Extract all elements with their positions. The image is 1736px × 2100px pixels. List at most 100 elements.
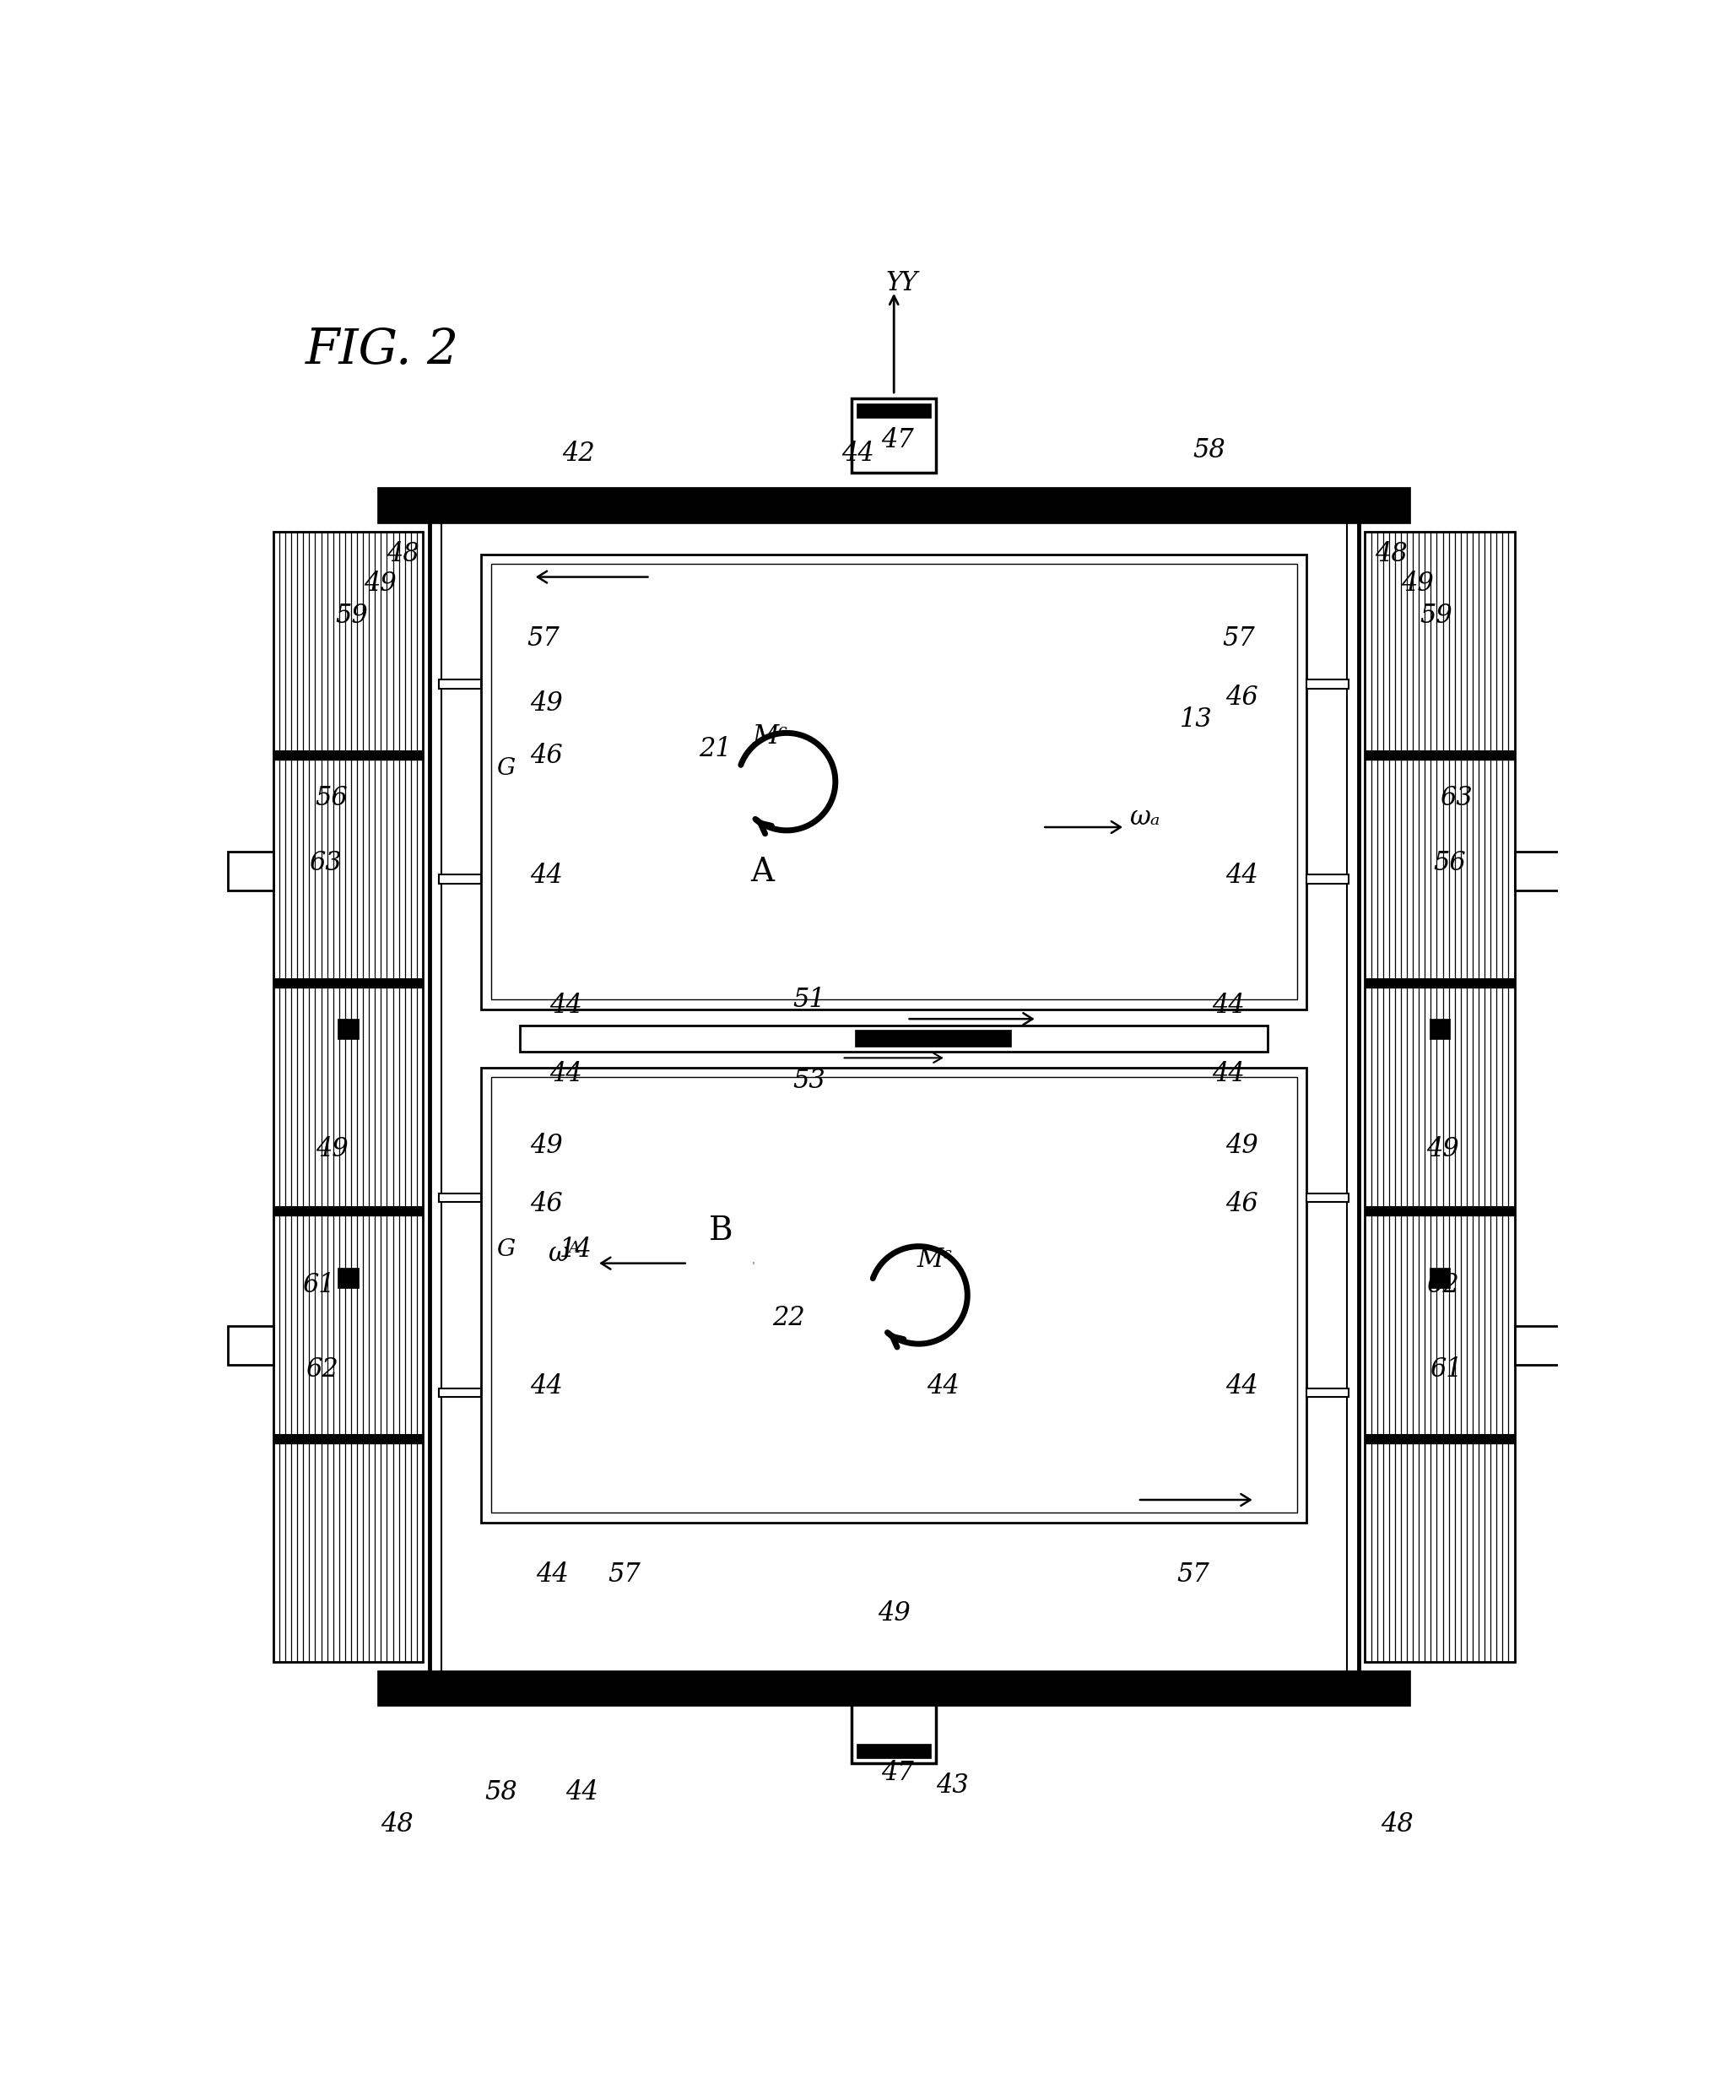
Text: 62: 62 (306, 1357, 339, 1384)
Text: 57: 57 (1222, 626, 1255, 651)
Text: G: G (496, 1239, 516, 1260)
Text: 47: 47 (880, 428, 913, 454)
Text: 44: 44 (1212, 993, 1245, 1018)
Text: 61: 61 (302, 1273, 335, 1298)
Bar (1514, 851, 1561, 890)
Bar (273, 979, 424, 987)
Text: 57: 57 (1177, 1562, 1210, 1588)
Text: 49: 49 (1226, 1132, 1259, 1159)
Text: 14: 14 (559, 1237, 592, 1262)
Text: 58: 58 (484, 1779, 517, 1806)
Text: 53: 53 (793, 1067, 826, 1094)
Text: 46: 46 (529, 1191, 562, 1218)
Text: 13: 13 (1180, 708, 1212, 733)
Text: 49: 49 (365, 571, 398, 596)
Bar (854, 1029, 1010, 1048)
Bar (1429, 1019, 1450, 1040)
Text: 57: 57 (608, 1562, 641, 1588)
Bar (521, 1025, 1267, 1052)
Bar (1307, 874, 1349, 884)
Text: 58: 58 (1193, 437, 1226, 464)
Text: Mᶜ: Mᶜ (753, 722, 788, 750)
Bar (227, 1327, 273, 1365)
Text: B: B (708, 1216, 733, 1247)
Text: 49: 49 (529, 691, 562, 716)
Text: 46: 46 (529, 743, 562, 769)
Bar (439, 1193, 481, 1201)
Text: 44: 44 (566, 1779, 599, 1806)
Text: A: A (750, 857, 774, 888)
Text: 47: 47 (880, 1760, 913, 1785)
Bar (339, 1019, 358, 1040)
Bar (852, 1688, 936, 1764)
Text: 59: 59 (335, 603, 368, 630)
Text: 49: 49 (878, 1600, 910, 1628)
Bar (1364, 979, 1514, 987)
Bar (429, 506, 1359, 1688)
Text: 48: 48 (380, 1812, 413, 1838)
Text: 22: 22 (773, 1304, 806, 1331)
Bar (339, 1268, 358, 1287)
Text: 44: 44 (1226, 863, 1259, 888)
Text: 49: 49 (1427, 1136, 1460, 1161)
Text: 46: 46 (1226, 1191, 1259, 1218)
Bar (858, 1743, 930, 1758)
Text: 44: 44 (1226, 1373, 1259, 1399)
Text: 44: 44 (1212, 1060, 1245, 1088)
Text: 51: 51 (793, 987, 826, 1012)
Bar (858, 403, 930, 418)
Bar (273, 1434, 424, 1443)
Text: 49: 49 (529, 1132, 562, 1159)
Text: 63: 63 (1439, 785, 1472, 811)
Text: 46: 46 (1226, 685, 1259, 710)
Bar (481, 1067, 1307, 1522)
Text: 61: 61 (1430, 1357, 1463, 1384)
Text: 49: 49 (316, 1136, 349, 1161)
Text: 43: 43 (936, 1772, 969, 1800)
Bar (1364, 1434, 1514, 1443)
Text: ωₐ: ωₐ (1128, 804, 1160, 830)
Text: 44: 44 (536, 1562, 569, 1588)
Bar (1364, 531, 1514, 1663)
Bar (439, 1388, 481, 1396)
Text: 44: 44 (549, 993, 582, 1018)
Text: 56: 56 (316, 785, 349, 811)
Text: 62: 62 (1427, 1273, 1460, 1298)
Bar (227, 851, 273, 890)
Bar (491, 1077, 1297, 1512)
Bar (1514, 1327, 1561, 1365)
Text: 57: 57 (526, 626, 559, 651)
Bar (1307, 1193, 1349, 1201)
Bar (852, 399, 936, 473)
Bar (273, 1205, 424, 1216)
Text: 48: 48 (1375, 542, 1408, 567)
Bar (1307, 1388, 1349, 1396)
Text: Mᶜ: Mᶜ (917, 1245, 953, 1273)
Bar (273, 531, 424, 1663)
Bar (491, 565, 1297, 1000)
Text: Y: Y (899, 271, 917, 296)
Text: 42: 42 (562, 441, 595, 466)
Text: 48: 48 (1382, 1812, 1413, 1838)
Bar (441, 517, 1347, 1676)
Text: 44: 44 (842, 441, 875, 466)
Bar (273, 750, 424, 760)
Bar (439, 874, 481, 884)
Text: 44: 44 (529, 1373, 562, 1399)
Text: ωᴬ: ωᴬ (549, 1241, 580, 1266)
Text: 21: 21 (700, 737, 731, 762)
Bar (1307, 680, 1349, 689)
Text: 44: 44 (549, 1060, 582, 1088)
Text: 44: 44 (927, 1373, 960, 1399)
Bar (439, 680, 481, 689)
Text: G: G (496, 758, 516, 779)
Text: 44: 44 (529, 863, 562, 888)
Text: 56: 56 (1434, 851, 1465, 876)
Bar (481, 554, 1307, 1010)
Text: 63: 63 (309, 851, 342, 876)
Bar (1364, 1205, 1514, 1216)
Bar (377, 487, 1411, 523)
Text: 59: 59 (1420, 603, 1453, 630)
Text: 49: 49 (1401, 571, 1434, 596)
Bar (1364, 750, 1514, 760)
